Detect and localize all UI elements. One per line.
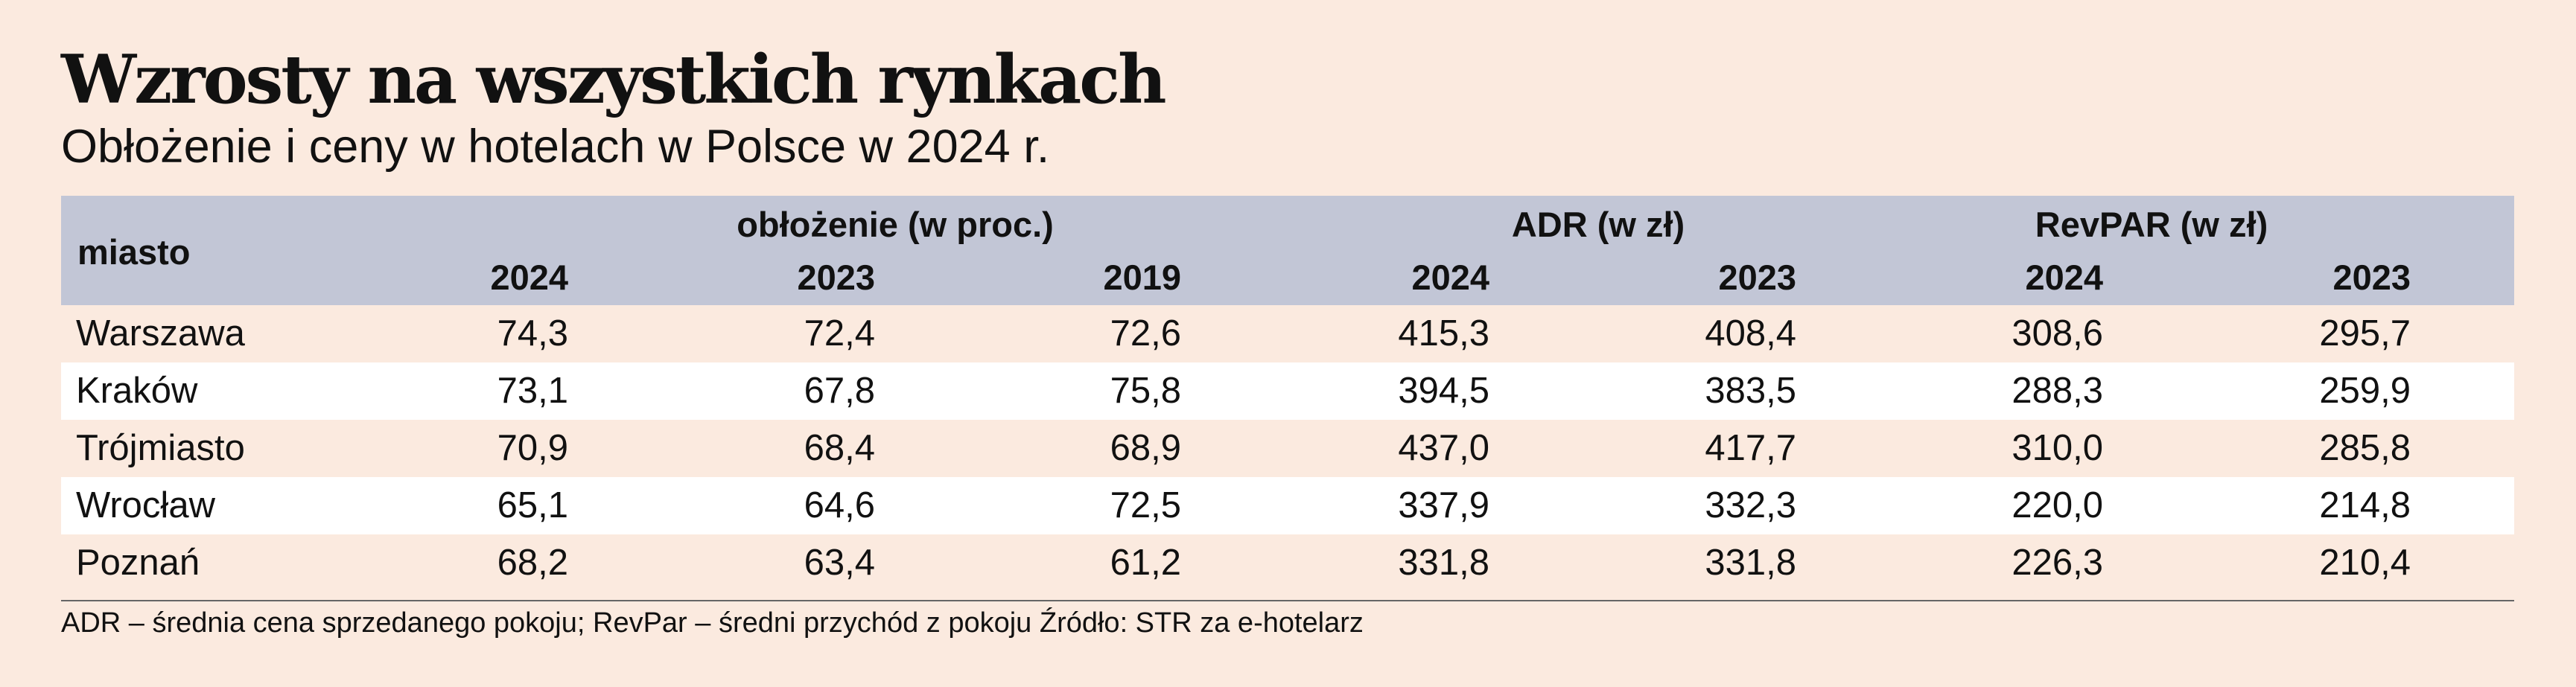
row-value: 408,4 <box>1705 313 1796 354</box>
header-year: 2024 <box>1411 258 1489 297</box>
header-year: 2023 <box>797 258 875 297</box>
row-value: 70,9 <box>497 428 568 468</box>
row-value: 437,0 <box>1398 428 1489 468</box>
header-group-adr: ADR (w zł) <box>1511 205 1685 244</box>
row-value: 331,8 <box>1398 543 1489 583</box>
page-subtitle: Obłożenie i ceny w hotelach w Polsce w 2… <box>61 121 1050 173</box>
row-value: 67,8 <box>804 371 875 411</box>
row-value: 331,8 <box>1705 543 1796 583</box>
row-value: 61,2 <box>1110 543 1181 583</box>
row-city: Trójmiasto <box>76 428 245 468</box>
row-value: 68,4 <box>804 428 875 468</box>
row-value: 72,5 <box>1110 485 1181 525</box>
header-year: 2019 <box>1103 258 1181 297</box>
row-value: 74,3 <box>497 313 568 354</box>
row-value: 72,6 <box>1110 313 1181 354</box>
footnote: ADR – średnia cena sprzedanego pokoju; R… <box>61 607 1364 639</box>
row-value: 75,8 <box>1110 371 1181 411</box>
row-value: 65,1 <box>497 485 568 525</box>
row-value: 259,9 <box>2319 371 2411 411</box>
header-group-revpar: RevPAR (w zł) <box>2035 205 2268 244</box>
row-value: 72,4 <box>804 313 875 354</box>
row-value: 220,0 <box>2011 485 2103 525</box>
row-value: 383,5 <box>1705 371 1796 411</box>
row-value: 295,7 <box>2319 313 2411 354</box>
table-row: Warszawa 74,3 72,4 72,6 415,3 408,4 308,6 295,7 <box>61 305 2514 362</box>
row-value: 210,4 <box>2319 543 2411 583</box>
row-value: 64,6 <box>804 485 875 525</box>
table-body: Warszawa 74,3 72,4 72,6 415,3 408,4 308,6 295,7… <box>61 305 2514 592</box>
row-value: 63,4 <box>804 543 875 583</box>
row-value: 288,3 <box>2011 371 2103 411</box>
row-value: 417,7 <box>1705 428 1796 468</box>
table-row: Poznań 68,2 63,4 61,2 331,8 331,8 226,3 210,4 <box>61 534 2514 592</box>
row-value: 68,9 <box>1110 428 1181 468</box>
header-group-occupancy: obłożenie (w proc.) <box>737 205 1054 244</box>
data-table: miasto obłożenie (w proc.) ADR (w zł) Re… <box>61 196 2514 592</box>
row-value: 337,9 <box>1398 485 1489 525</box>
row-city: Kraków <box>76 371 198 411</box>
row-city: Poznań <box>76 543 200 583</box>
table-row: Kraków 73,1 67,8 75,8 394,5 383,5 288,3 259,9 <box>61 362 2514 420</box>
header-year: 2024 <box>2025 258 2103 297</box>
row-value: 310,0 <box>2011 428 2103 468</box>
table-row: Trójmiasto 70,9 68,4 68,9 437,0 417,7 310,0 285… <box>61 420 2514 477</box>
table-header: miasto obłożenie (w proc.) ADR (w zł) Re… <box>61 196 2514 305</box>
row-value: 394,5 <box>1398 371 1489 411</box>
row-city: Wrocław <box>76 485 215 525</box>
row-value: 214,8 <box>2319 485 2411 525</box>
row-value: 68,2 <box>497 543 568 583</box>
table-row: Wrocław 65,1 64,6 72,5 337,9 332,3 220,0 214,8 <box>61 477 2514 534</box>
row-city: Warszawa <box>76 313 245 354</box>
row-value: 308,6 <box>2011 313 2103 354</box>
page-title: Wzrosty na wszystkich rynkach <box>61 40 1167 119</box>
row-value: 73,1 <box>497 371 568 411</box>
header-year: 2023 <box>2332 258 2411 297</box>
row-value: 415,3 <box>1398 313 1489 354</box>
header-year: 2023 <box>1718 258 1796 297</box>
header-year: 2024 <box>490 258 568 297</box>
table-bottom-rule <box>61 600 2514 601</box>
row-value: 285,8 <box>2319 428 2411 468</box>
row-value: 332,3 <box>1705 485 1796 525</box>
row-value: 226,3 <box>2011 543 2103 583</box>
header-city: miasto <box>77 232 191 272</box>
